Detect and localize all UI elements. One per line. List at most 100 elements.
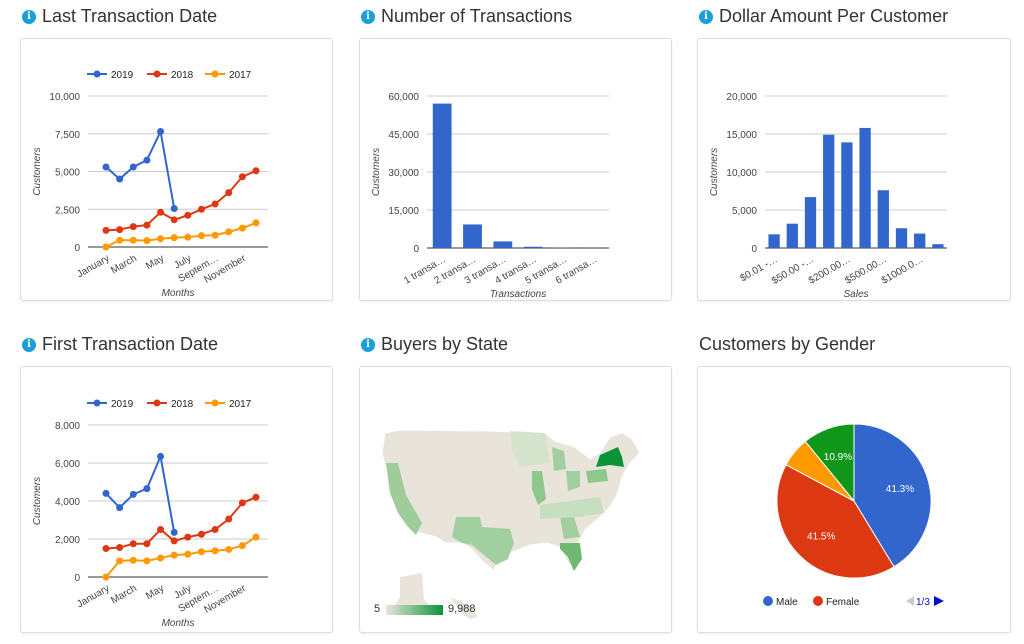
state-alaska	[390, 573, 436, 613]
y-tick-label: 0	[74, 573, 80, 584]
x-tick-label: May	[144, 253, 166, 272]
legend-marker	[93, 399, 101, 407]
bar	[786, 223, 798, 248]
bar	[523, 246, 543, 248]
pie-svg: 41.3% 41.5% 10.9% Male Female 1/3	[763, 423, 944, 608]
data-point	[225, 228, 233, 236]
state-florida	[560, 543, 582, 571]
data-point	[129, 556, 137, 564]
data-point	[102, 545, 110, 552]
data-point	[102, 489, 110, 497]
data-point	[129, 490, 137, 498]
info-icon[interactable]: i	[699, 9, 713, 24]
legend-marker	[763, 596, 773, 606]
data-point	[157, 127, 165, 135]
title-text: First Transaction Date	[42, 334, 219, 354]
legend-label: 2018	[171, 399, 194, 410]
bar	[841, 142, 853, 248]
pie-slice-female	[776, 464, 895, 579]
legend-label: 2019	[111, 399, 134, 410]
data-point	[238, 224, 246, 232]
data-point	[184, 233, 192, 241]
slice-label: 41.3%	[886, 484, 914, 495]
series-line-2019	[105, 128, 176, 209]
legend-max: 9,988	[448, 603, 476, 615]
bar	[768, 234, 780, 248]
state-southeast	[540, 497, 604, 519]
data-point	[143, 485, 151, 493]
data-point	[102, 226, 110, 234]
data-point	[116, 504, 124, 512]
info-icon[interactable]: i	[22, 337, 36, 352]
title-text: Customers by Gender	[699, 334, 876, 354]
series-line-2017	[105, 536, 257, 578]
legend-prev-page-icon[interactable]	[906, 596, 914, 606]
dollar-amount-chart: 0 5,000 10,000 15,000 20,000 Customers Sales $0…	[697, 38, 1011, 301]
y-tick-label: 4,000	[55, 497, 80, 508]
legend-marker	[813, 596, 823, 606]
state-hawaii	[450, 597, 478, 619]
data-point	[102, 243, 110, 251]
y-tick-label: 0	[413, 244, 419, 255]
data-point	[116, 544, 124, 552]
state-ohio	[566, 471, 580, 491]
state-pennsylvania	[586, 469, 608, 483]
x-axis-title: Months	[162, 288, 195, 299]
y-tick-label: 2,500	[55, 205, 80, 216]
y-tick-label: 6,000	[55, 459, 80, 470]
state-illinois	[532, 471, 546, 505]
customers-by-gender-chart: 41.3% 41.5% 10.9% Male Female 1/3	[697, 366, 1011, 633]
y-tick-label: 15,000	[726, 130, 757, 141]
data-point	[157, 452, 165, 460]
data-point	[143, 156, 151, 164]
series-line-2019	[105, 452, 176, 533]
data-point	[170, 537, 178, 545]
bar	[493, 241, 513, 248]
bar	[823, 134, 835, 248]
bar	[859, 127, 871, 248]
state-georgia	[560, 517, 580, 539]
title-text: Last Transaction Date	[42, 6, 218, 26]
x-axis-title: Transactions	[490, 289, 547, 300]
number-of-transactions-chart: 0 15,000 30,000 45,000 60,000 Customers Transa…	[359, 38, 672, 301]
y-tick-label: 10,000	[726, 168, 757, 179]
chart-svg: 0 15,000 30,000 45,000 60,000 Customers Transa…	[371, 92, 609, 300]
legend-label: 2019	[111, 70, 134, 81]
color-scale-bar	[386, 605, 443, 615]
data-point	[102, 573, 110, 581]
legend-next-page-icon[interactable]	[934, 596, 944, 606]
data-point	[116, 226, 124, 234]
data-point	[252, 167, 260, 175]
data-point	[184, 550, 192, 558]
info-icon[interactable]: i	[361, 337, 375, 352]
y-tick-label: 20,000	[726, 92, 757, 103]
legend-label: Male	[776, 597, 798, 608]
buyers-by-state-map: 5 9,988	[359, 366, 672, 633]
bar	[432, 103, 452, 248]
info-icon[interactable]: i	[361, 9, 375, 24]
data-point	[252, 493, 260, 501]
data-point	[197, 548, 205, 556]
last-transaction-chart: 0 2,500 5,000 7,500 10,000 Customers Months Jan…	[20, 38, 333, 301]
us-map[interactable]	[360, 367, 673, 634]
data-point	[225, 515, 233, 523]
y-tick-label: 45,000	[388, 130, 419, 141]
state-michigan	[552, 447, 566, 471]
x-tick-label: March	[109, 583, 139, 606]
info-icon[interactable]: i	[22, 9, 36, 24]
x-tick-label: January	[75, 253, 111, 280]
data-point	[197, 205, 205, 213]
data-point	[184, 533, 192, 541]
state-upper-midwest	[510, 431, 550, 467]
data-point	[157, 208, 165, 216]
data-point	[129, 223, 137, 231]
y-tick-label: 15,000	[388, 206, 419, 217]
first-transaction-chart: 0 2,000 4,000 6,000 8,000 Customers Months Janu…	[20, 366, 333, 633]
x-tick-label: $1000.0…	[880, 254, 925, 287]
data-point	[170, 216, 178, 224]
panel-title-first-transaction: i First Transaction Date	[22, 334, 218, 355]
data-point	[157, 235, 165, 243]
data-point	[197, 530, 205, 538]
data-point	[225, 545, 233, 553]
x-tick-label: May	[144, 583, 166, 602]
